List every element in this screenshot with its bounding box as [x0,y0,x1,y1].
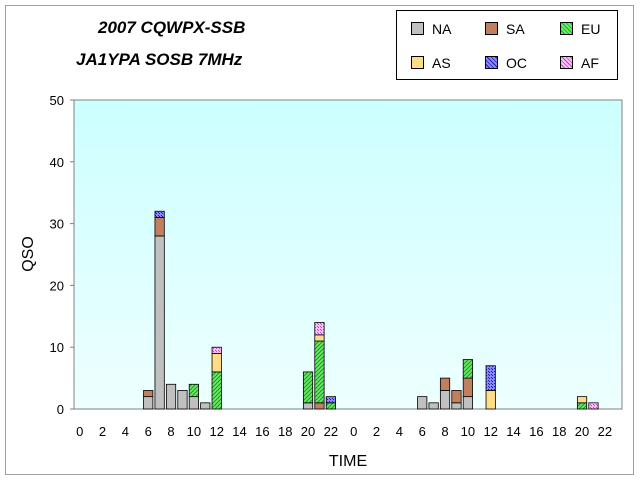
bar-segment-af [588,402,599,410]
x-tick-label: 14 [506,424,520,439]
x-tick-label: 10 [187,424,201,439]
legend-swatch-as [411,56,424,69]
bar-segment-as [314,334,325,342]
x-tick-label: 10 [461,424,475,439]
bar-segment-as [211,352,222,373]
x-axis-ticks: 0 2 4 6 8 10 12 14 16 18 20 22 0 2 4 6 8 10 12 14 16 18 20 22 [76,424,612,439]
bar-segment-eu [576,402,588,410]
legend-swatch-sa [485,22,498,35]
legend-label-eu: EU [581,21,601,37]
gridlines [70,99,74,410]
bar-segment-sa [154,217,165,237]
bar-segment-na [154,235,165,410]
x-tick-label: 14 [232,424,246,439]
legend-label-as: AS [432,55,451,71]
bar-segment-af [314,322,325,336]
y-tick-label: 20 [50,278,64,293]
x-tick-label: 6 [145,424,152,439]
legend-swatch-na [411,22,424,35]
bar-segment-na [200,402,211,410]
y-tick-label: 10 [50,340,64,355]
bar-segment-eu [325,402,336,410]
x-tick-label: 2 [373,424,380,439]
bar-segment-oc [325,396,336,404]
x-tick-label: 22 [598,424,612,439]
bar-segment-sa [462,377,473,398]
bar-segment-sa [314,402,325,410]
legend-label-oc: OC [506,55,527,71]
x-tick-label: 4 [122,424,129,439]
legend-item-na: NA [411,21,451,37]
bar-segment-na [143,396,154,410]
bar-segment-oc [485,365,496,391]
legend-item-as: AS [411,55,451,71]
legend-swatch-af [560,56,573,69]
bar-segment-na [439,390,451,410]
legend-swatch-eu [560,22,573,35]
legend-swatch-oc [485,56,498,69]
x-tick-label: 18 [278,424,292,439]
legend-label-sa: SA [506,21,525,37]
chart-subtitle: JA1YPA SOSB 7MHz [76,50,243,69]
x-axis-title: TIME [329,453,367,470]
bar-segment-na [417,396,428,410]
x-tick-label: 6 [419,424,426,439]
x-tick-label: 18 [552,424,566,439]
legend-item-af: AF [560,55,599,71]
legend-item-sa: SA [485,21,525,37]
y-axis-title: QSO [20,236,37,272]
x-tick-label: 12 [483,424,497,439]
bar-segment-na [428,402,439,410]
x-tick-label: 2 [99,424,106,439]
y-axis-ticks: 0 10 20 30 40 50 [50,93,64,417]
bar-segment-oc [154,210,165,218]
bar-segment-eu [462,359,473,379]
y-tick-label: 30 [50,217,64,232]
bar-segment-sa [439,377,451,391]
legend: NA SA EU AS OC AF [396,10,618,80]
bar-segment-na [188,396,199,410]
bar-segment-as [485,390,496,410]
y-tick-label: 0 [57,402,64,417]
legend-item-oc: OC [485,55,527,71]
y-tick-label: 40 [50,155,64,170]
bar-segment-af [211,346,222,354]
x-tick-label: 22 [324,424,338,439]
bar-segment-as [576,396,588,404]
legend-item-eu: EU [560,21,600,37]
bar-segment-eu [314,340,325,404]
legend-label-na: NA [432,21,452,37]
bar-segment-na [165,383,177,410]
x-tick-label: 12 [209,424,223,439]
chart-title: 2007 CQWPX-SSB [98,18,246,37]
legend-label-af: AF [581,55,599,71]
bar-segment-eu [188,383,199,398]
bar-segment-na [177,390,188,410]
x-tick-label: 8 [167,424,174,439]
x-tick-label: 0 [350,424,357,439]
bar-segment-sa [143,390,154,398]
x-tick-label: 20 [301,424,315,439]
x-tick-label: 0 [76,424,83,439]
x-tick-label: 16 [529,424,543,439]
bar-segment-eu [211,371,222,410]
y-tick-label: 50 [50,93,64,108]
bars [143,210,599,410]
plot-area [73,99,623,410]
x-tick-label: 16 [255,424,269,439]
x-tick-label: 20 [575,424,589,439]
x-tick-label: 4 [396,424,403,439]
bar-segment-eu [302,371,314,404]
bar-segment-na [462,396,473,410]
bar-segment-na [302,402,314,410]
bar-segment-na [451,402,462,410]
x-tick-label: 8 [441,424,448,439]
bar-segment-sa [451,390,462,404]
